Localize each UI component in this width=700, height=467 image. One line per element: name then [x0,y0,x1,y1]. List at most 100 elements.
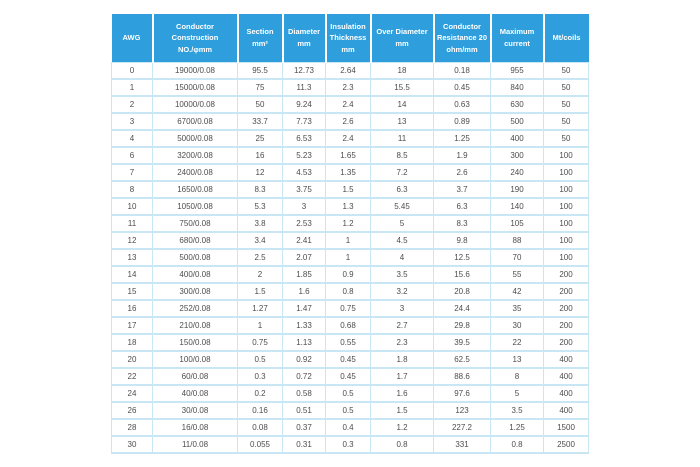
table-cell: 15.6 [433,265,491,284]
table-cell: 3.2 [370,282,434,301]
table-cell: 0.75 [237,333,283,352]
table-cell: 28 [111,418,153,437]
table-cell: 1 [111,78,153,97]
table-cell: 0.55 [325,333,371,352]
table-cell: 8 [490,367,544,386]
table-cell: 25 [237,129,283,148]
table-cell: 5.23 [282,146,326,165]
table-cell: 1 [325,248,371,267]
table-cell: 400 [543,350,589,369]
table-cell: 0.4 [325,418,371,437]
table-cell: 0.45 [433,78,491,97]
table-row: 12 680/0.08 3.4 2.41 1 4.5 9.8 88 100 [111,231,589,250]
table-cell: 8.3 [237,180,283,199]
table-cell: 50 [543,95,589,114]
table-cell: 0.9 [325,265,371,284]
table-cell: 1 [237,316,283,335]
column-header: Maximum current [490,14,545,63]
table-cell: 50 [543,62,589,80]
table-row: 18 150/0.08 0.75 1.13 0.55 2.3 39.5 22 200 [111,333,589,352]
table-row: 26 30/0.08 0.16 0.51 0.5 1.5 123 3.5 400 [111,401,589,420]
table-cell: 2500 [543,435,589,454]
table-cell: 6.3 [370,180,434,199]
table-cell: 0.92 [282,350,326,369]
table-cell: 55 [490,265,544,284]
table-cell: 1.8 [370,350,434,369]
table-cell: 955 [490,62,544,80]
table-cell: 227.2 [433,418,491,437]
table-row: 15 300/0.08 1.5 1.6 0.8 3.2 20.8 42 200 [111,282,589,301]
table-row: 8 1650/0.08 8.3 3.75 1.5 6.3 3.7 190 100 [111,180,589,199]
table-cell: 15000/0.08 [152,78,238,97]
table-cell: 2.4 [325,95,371,114]
table-cell: 100 [543,231,589,250]
table-cell: 100 [543,214,589,233]
table-cell: 8.3 [433,214,491,233]
table-cell: 200 [543,333,589,352]
table-row: 4 5000/0.08 25 6.53 2.4 11 1.25 400 50 [111,129,589,148]
table-cell: 3 [111,112,153,131]
table-cell: 30 [490,316,544,335]
table-cell: 1.47 [282,299,326,318]
awg-spec-table: AWG Conductor Construction NO./φmm Section… [111,14,589,454]
table-cell: 3.8 [237,214,283,233]
table-cell: 1.65 [325,146,371,165]
table-cell: 1.2 [370,418,434,437]
table-cell: 42 [490,282,544,301]
table-cell: 70 [490,248,544,267]
table-cell: 14 [370,95,434,114]
table-cell: 95.5 [237,62,283,80]
table-cell: 40/0.08 [152,384,238,403]
table-cell: 10 [111,197,153,216]
table-cell: 11 [111,214,153,233]
table-cell: 0.37 [282,418,326,437]
table-cell: 0.8 [370,435,434,454]
table-row: 6 3200/0.08 16 5.23 1.65 8.5 1.9 300 100 [111,146,589,165]
table-cell: 6 [111,146,153,165]
table-cell: 1.5 [325,180,371,199]
table-cell: 331 [433,435,491,454]
table-cell: 0.5 [237,350,283,369]
table-cell: 400 [543,384,589,403]
table-row: 2 10000/0.08 50 9.24 2.4 14 0.63 630 50 [111,95,589,114]
table-cell: 16 [237,146,283,165]
table-cell: 12 [237,163,283,182]
table-cell: 0.16 [237,401,283,420]
table-cell: 1.3 [325,197,371,216]
table-cell: 1.6 [282,282,326,301]
table-cell: 0.51 [282,401,326,420]
table-cell: 1.5 [370,401,434,420]
table-cell: 15 [111,282,153,301]
table-row: 16 252/0.08 1.27 1.47 0.75 3 24.4 35 200 [111,299,589,318]
table-cell: 2.6 [325,112,371,131]
table-cell: 62.5 [433,350,491,369]
table-cell: 1.85 [282,265,326,284]
table-cell: 7 [111,163,153,182]
table-cell: 88 [490,231,544,250]
table-cell: 3 [282,197,326,216]
table-cell: 200 [543,282,589,301]
table-header-row: AWG Conductor Construction NO./φmm Section… [111,14,589,63]
table-cell: 0.72 [282,367,326,386]
table-cell: 0.68 [325,316,371,335]
table-cell: 0.75 [325,299,371,318]
table-cell: 15.5 [370,78,434,97]
table-cell: 24.4 [433,299,491,318]
table-cell: 100 [543,163,589,182]
table-cell: 18 [370,62,434,80]
table-cell: 123 [433,401,491,420]
table-cell: 400 [543,367,589,386]
column-header: Diameter mm [282,14,327,63]
table-cell: 0.89 [433,112,491,131]
table-cell: 2.53 [282,214,326,233]
table-cell: 29.8 [433,316,491,335]
table-cell: 400 [490,129,544,148]
table-cell: 210/0.08 [152,316,238,335]
table-cell: 1500 [543,418,589,437]
table-cell: 50 [543,78,589,97]
table-row: 13 500/0.08 2.5 2.07 1 4 12.5 70 100 [111,248,589,267]
table-cell: 100 [543,180,589,199]
table-cell: 11/0.08 [152,435,238,454]
table-cell: 6700/0.08 [152,112,238,131]
table-cell: 13 [370,112,434,131]
